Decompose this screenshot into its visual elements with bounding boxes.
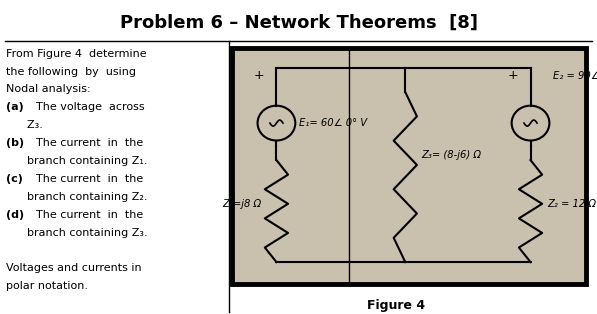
Text: Z₂ = 12 Ω: Z₂ = 12 Ω (547, 199, 596, 209)
Text: E₁= 60∠ 0° V: E₁= 60∠ 0° V (299, 118, 367, 128)
Text: (c): (c) (6, 174, 23, 184)
Text: +: + (254, 69, 264, 82)
Text: From Figure 4  determine: From Figure 4 determine (6, 49, 147, 59)
Text: The current  in  the: The current in the (29, 138, 143, 148)
Text: Nodal analysis:: Nodal analysis: (6, 84, 91, 95)
Text: (a): (a) (6, 102, 24, 112)
Text: +: + (508, 69, 518, 82)
Text: the following  by  using: the following by using (6, 67, 136, 77)
Text: (b): (b) (6, 138, 24, 148)
Text: Z₃= (8-j6) Ω: Z₃= (8-j6) Ω (421, 150, 482, 160)
Text: Z₁=j8 Ω: Z₁=j8 Ω (222, 199, 261, 209)
Text: The voltage  across: The voltage across (29, 102, 144, 112)
Text: Voltages and currents in: Voltages and currents in (6, 263, 141, 273)
Text: E₂ = 90∠ 30° V: E₂ = 90∠ 30° V (553, 71, 597, 81)
Text: Z₃.: Z₃. (6, 120, 43, 130)
Text: polar notation.: polar notation. (6, 281, 88, 291)
Text: (d): (d) (6, 210, 24, 220)
Text: Problem 6 – Network Theorems  [8]: Problem 6 – Network Theorems [8] (119, 14, 478, 32)
Text: The current  in  the: The current in the (29, 210, 143, 220)
Text: The current  in  the: The current in the (29, 174, 143, 184)
Text: branch containing Z₃.: branch containing Z₃. (6, 228, 147, 238)
Text: branch containing Z₂.: branch containing Z₂. (6, 192, 147, 202)
Text: branch containing Z₁.: branch containing Z₁. (6, 156, 147, 166)
Text: Figure 4: Figure 4 (367, 300, 425, 312)
